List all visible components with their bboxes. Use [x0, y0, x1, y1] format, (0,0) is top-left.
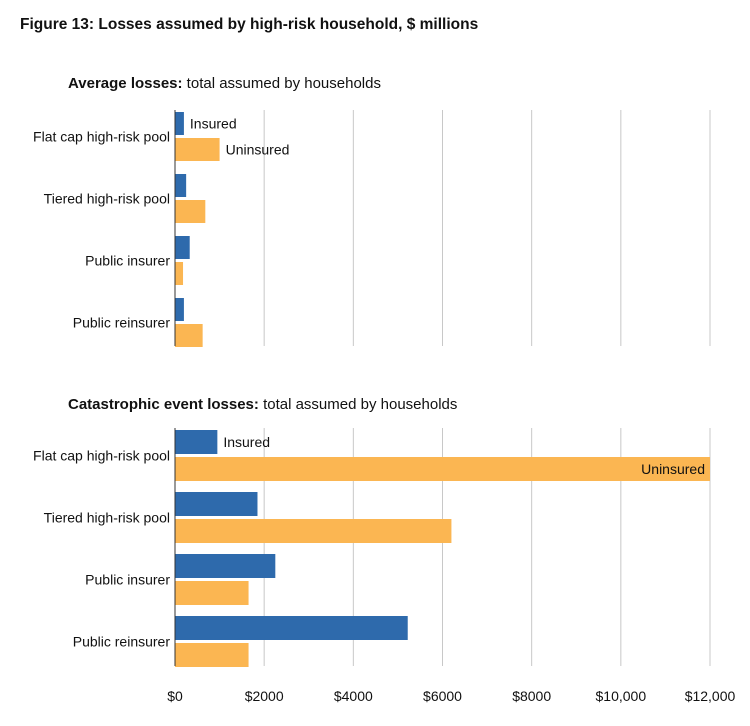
bar-insured-public-insurer: [175, 236, 190, 259]
gridlines: [263, 110, 711, 666]
bar-uninsured-public-reinsurer: [175, 643, 249, 667]
bar-uninsured-public-insurer: [175, 581, 249, 605]
panel-1: Average losses: total assumed by househo…: [33, 75, 381, 347]
category-label: Public insurer: [85, 572, 170, 588]
x-tick-label: $8000: [512, 688, 551, 704]
bar-uninsured-flat-cap-high-risk-pool: [175, 138, 220, 161]
bar-insured-public-reinsurer: [175, 298, 184, 321]
panel-2-title-bold: Catastrophic event losses:: [68, 396, 259, 413]
x-tick-label: $6000: [423, 688, 462, 704]
category-label: Tiered high-risk pool: [44, 510, 170, 526]
x-tick-label: $12,000: [685, 688, 736, 704]
panel-2: Catastrophic event losses: total assumed…: [33, 396, 710, 667]
bar-insured-public-reinsurer: [175, 616, 408, 640]
panel-1-title: Average losses: total assumed by househo…: [68, 75, 381, 92]
series-label-uninsured: Uninsured: [641, 461, 705, 477]
category-label: Public reinsurer: [73, 315, 171, 331]
x-tick-label: $0: [167, 688, 183, 704]
x-axis: $0 $2000 $4000 $6000 $8000 $10,000 $12,000: [167, 688, 735, 704]
bar-insured-tiered-high-risk-pool: [175, 174, 187, 197]
series-label-uninsured: Uninsured: [226, 142, 290, 158]
x-tick-label: $10,000: [596, 688, 647, 704]
category-label: Flat cap high-risk pool: [33, 129, 170, 145]
category-label: Tiered high-risk pool: [44, 191, 170, 207]
series-label-insured: Insured: [223, 434, 270, 450]
bar-uninsured-tiered-high-risk-pool: [175, 200, 206, 223]
category-label: Public insurer: [85, 253, 170, 269]
bar-insured-public-insurer: [175, 554, 276, 578]
bar-insured-flat-cap-high-risk-pool: [175, 430, 218, 454]
category-label: Flat cap high-risk pool: [33, 448, 170, 464]
bar-uninsured-public-reinsurer: [175, 324, 203, 347]
panel-1-title-bold: Average losses:: [68, 75, 183, 92]
bar-insured-tiered-high-risk-pool: [175, 492, 258, 516]
category-label: Public reinsurer: [73, 634, 171, 650]
bar-uninsured-tiered-high-risk-pool: [175, 519, 452, 543]
bar-insured-flat-cap-high-risk-pool: [175, 112, 184, 135]
panel-2-title-rest: total assumed by households: [259, 396, 457, 413]
bar-uninsured-flat-cap-high-risk-pool: [175, 457, 710, 481]
x-tick-label: $4000: [334, 688, 373, 704]
panel-2-title: Catastrophic event losses: total assumed…: [68, 396, 457, 413]
figure-title: Figure 13: Losses assumed by high-risk h…: [20, 16, 479, 33]
chart-panels: Average losses: total assumed by househo…: [33, 75, 710, 667]
series-label-insured: Insured: [190, 116, 237, 132]
panel-1-title-rest: total assumed by households: [183, 75, 381, 92]
bar-uninsured-public-insurer: [175, 262, 184, 285]
x-tick-label: $2000: [245, 688, 284, 704]
